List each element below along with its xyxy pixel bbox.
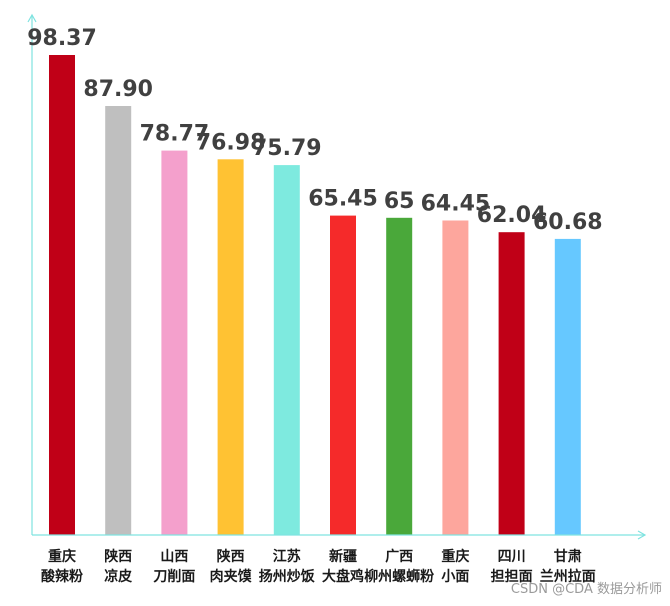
category-label: 扬州炒饭 bbox=[259, 568, 316, 585]
category-label: 柳州螺蛳粉 bbox=[364, 568, 434, 585]
bar bbox=[49, 55, 75, 535]
category-label: 广西 bbox=[385, 548, 413, 565]
value-label: 64.45 bbox=[421, 192, 491, 217]
value-label: 87.90 bbox=[83, 77, 153, 102]
category-label: 重庆 bbox=[48, 548, 76, 565]
category-label: 肉夹馍 bbox=[210, 568, 253, 585]
category-label: 陕西 bbox=[104, 548, 132, 565]
value-label: 78.77 bbox=[140, 122, 210, 147]
category-label: 兰州拉面 bbox=[540, 568, 596, 585]
category-label: 担担面 bbox=[491, 568, 533, 585]
bar bbox=[273, 165, 300, 535]
value-label: 75.79 bbox=[252, 136, 322, 161]
value-label: 65 bbox=[384, 189, 415, 214]
category-label: 重庆 bbox=[441, 548, 469, 565]
category-label: 大盘鸡 bbox=[322, 568, 364, 585]
category-label: 江苏 bbox=[273, 548, 301, 565]
x-axis-arrow bbox=[637, 530, 647, 540]
bar bbox=[442, 220, 469, 535]
category-label: 刀削面 bbox=[153, 568, 195, 585]
category-label: 小面 bbox=[441, 569, 469, 585]
bar bbox=[161, 150, 188, 535]
category-label: 甘肃 bbox=[554, 548, 582, 565]
y-axis-arrow bbox=[27, 13, 37, 23]
category-label: 陕西 bbox=[217, 548, 245, 565]
value-label: 65.45 bbox=[308, 187, 378, 212]
value-label: 76.98 bbox=[196, 130, 266, 155]
value-label: 62.04 bbox=[477, 203, 547, 228]
category-label: 凉皮 bbox=[104, 568, 132, 585]
category-label: 新疆 bbox=[329, 548, 357, 565]
bar bbox=[386, 217, 413, 536]
bar bbox=[498, 232, 525, 535]
value-label: 98.37 bbox=[27, 26, 97, 51]
category-label: 酸辣粉 bbox=[41, 568, 83, 585]
category-label: 四川 bbox=[498, 549, 526, 565]
category-label: 山西 bbox=[160, 549, 188, 565]
value-label: 60.68 bbox=[533, 210, 603, 235]
bar bbox=[105, 106, 132, 535]
axes-group bbox=[27, 13, 647, 540]
category-labels-group: 重庆酸辣粉陕西凉皮山西刀削面陕西肉夹馍江苏扬州炒饭新疆大盘鸡广西柳州螺蛳粉重庆小… bbox=[41, 548, 596, 585]
watermark-text: CSDN @CDA 数据分析师 bbox=[511, 582, 662, 597]
bars-group bbox=[49, 55, 581, 536]
bar bbox=[554, 238, 581, 535]
bar bbox=[330, 215, 356, 535]
bar bbox=[217, 159, 244, 536]
